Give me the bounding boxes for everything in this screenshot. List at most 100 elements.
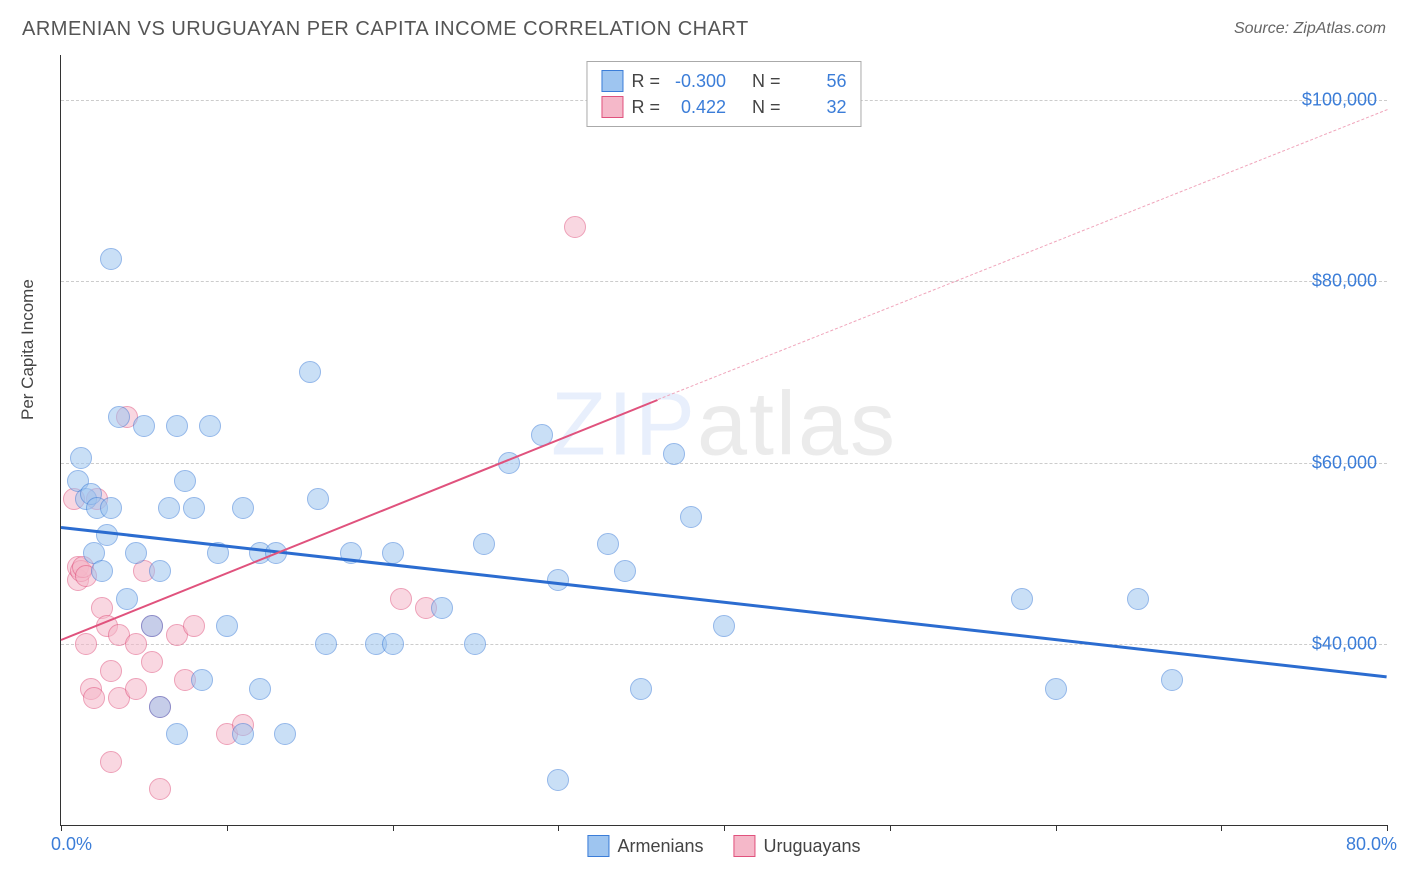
data-point (249, 678, 271, 700)
source-attribution: Source: ZipAtlas.com (1234, 20, 1386, 38)
grid-line (61, 463, 1387, 464)
x-tick (1387, 825, 1388, 831)
x-tick (724, 825, 725, 831)
data-point (473, 533, 495, 555)
source-prefix: Source: (1234, 20, 1294, 37)
n-value-armenians: 56 (789, 71, 847, 92)
data-point (70, 447, 92, 469)
y-axis-label: Per Capita Income (18, 279, 38, 420)
x-axis-min-label: 0.0% (51, 834, 92, 855)
data-point (382, 633, 404, 655)
swatch-uruguayans (733, 835, 755, 857)
legend-row-uruguayans: R = 0.422 N = 32 (601, 94, 846, 120)
r-label: R = (631, 71, 660, 92)
data-point (183, 497, 205, 519)
y-tick-label: $80,000 (1312, 271, 1377, 292)
plot-area: ZIPatlas R = -0.300 N = 56 R = 0.422 N =… (60, 55, 1387, 826)
data-point (149, 778, 171, 800)
data-point (166, 415, 188, 437)
r-value-uruguayans: 0.422 (668, 97, 726, 118)
data-point (307, 488, 329, 510)
data-point (464, 633, 486, 655)
data-point (663, 443, 685, 465)
x-axis-max-label: 80.0% (1346, 834, 1397, 855)
data-point (680, 506, 702, 528)
data-point (149, 696, 171, 718)
data-point (83, 687, 105, 709)
data-point (141, 615, 163, 637)
data-point (199, 415, 221, 437)
data-point (191, 669, 213, 691)
data-point (315, 633, 337, 655)
x-tick (61, 825, 62, 831)
legend-item-uruguayans: Uruguayans (733, 835, 860, 857)
trend-line (61, 526, 1387, 678)
x-tick (890, 825, 891, 831)
data-point (564, 216, 586, 238)
x-tick (393, 825, 394, 831)
r-label: R = (631, 97, 660, 118)
trend-line (658, 109, 1388, 400)
swatch-uruguayans (601, 96, 623, 118)
x-tick (558, 825, 559, 831)
data-point (183, 615, 205, 637)
data-point (75, 633, 97, 655)
x-tick (1221, 825, 1222, 831)
data-point (100, 248, 122, 270)
data-point (166, 723, 188, 745)
legend-row-armenians: R = -0.300 N = 56 (601, 68, 846, 94)
data-point (274, 723, 296, 745)
data-point (1011, 588, 1033, 610)
swatch-armenians (601, 70, 623, 92)
data-point (1045, 678, 1067, 700)
legend-label-armenians: Armenians (617, 836, 703, 857)
r-value-armenians: -0.300 (668, 71, 726, 92)
data-point (174, 470, 196, 492)
data-point (547, 769, 569, 791)
data-point (299, 361, 321, 383)
data-point (630, 678, 652, 700)
data-point (158, 497, 180, 519)
data-point (597, 533, 619, 555)
trend-line (61, 399, 658, 641)
n-label: N = (752, 71, 781, 92)
data-point (100, 751, 122, 773)
x-tick (1056, 825, 1057, 831)
y-tick-label: $60,000 (1312, 452, 1377, 473)
y-tick-label: $40,000 (1312, 633, 1377, 654)
data-point (125, 633, 147, 655)
data-point (232, 497, 254, 519)
data-point (125, 542, 147, 564)
data-point (149, 560, 171, 582)
series-legend: Armenians Uruguayans (587, 835, 860, 857)
data-point (614, 560, 636, 582)
data-point (216, 615, 238, 637)
data-point (232, 723, 254, 745)
data-point (100, 660, 122, 682)
data-point (133, 415, 155, 437)
swatch-armenians (587, 835, 609, 857)
data-point (100, 497, 122, 519)
data-point (713, 615, 735, 637)
chart-title: ARMENIAN VS URUGUAYAN PER CAPITA INCOME … (22, 18, 749, 41)
data-point (382, 542, 404, 564)
n-value-uruguayans: 32 (789, 97, 847, 118)
data-point (431, 597, 453, 619)
grid-line (61, 644, 1387, 645)
data-point (1161, 669, 1183, 691)
legend-item-armenians: Armenians (587, 835, 703, 857)
legend-label-uruguayans: Uruguayans (763, 836, 860, 857)
data-point (1127, 588, 1149, 610)
data-point (108, 406, 130, 428)
data-point (125, 678, 147, 700)
data-point (390, 588, 412, 610)
correlation-legend: R = -0.300 N = 56 R = 0.422 N = 32 (586, 61, 861, 127)
grid-line (61, 281, 1387, 282)
source-name: ZipAtlas.com (1294, 20, 1386, 37)
data-point (141, 651, 163, 673)
y-tick-label: $100,000 (1302, 90, 1377, 111)
n-label: N = (752, 97, 781, 118)
watermark-atlas: atlas (697, 374, 897, 474)
watermark: ZIPatlas (551, 373, 897, 476)
data-point (91, 560, 113, 582)
